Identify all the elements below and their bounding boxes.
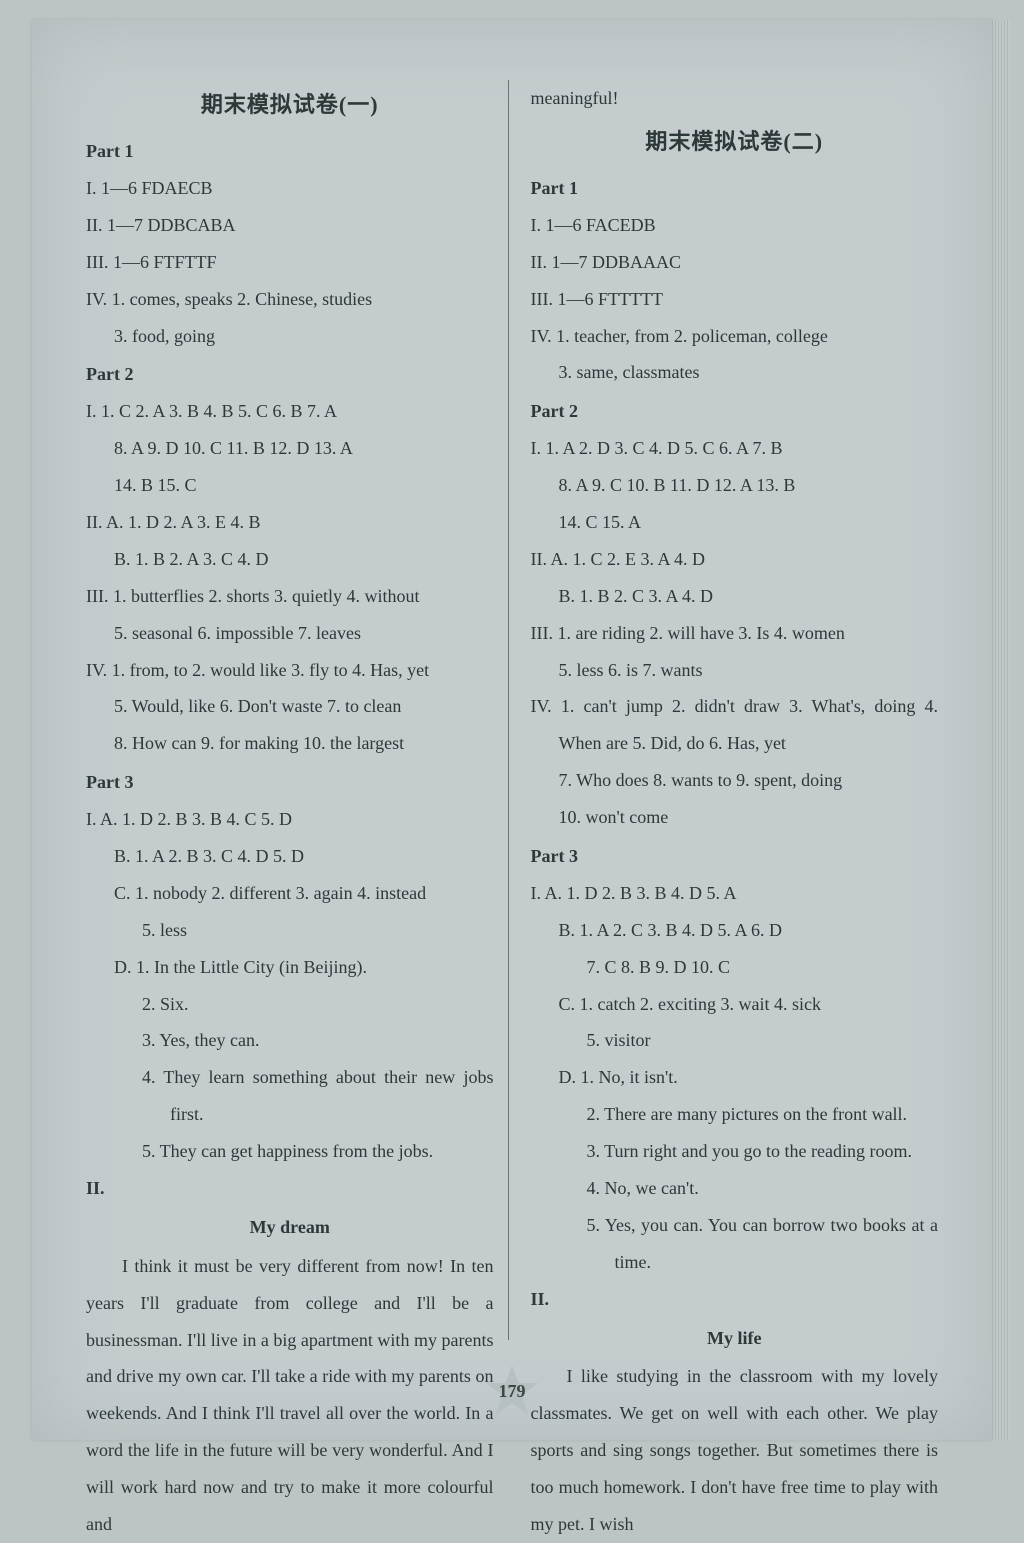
answer-line: 10. won't come — [531, 799, 939, 836]
answer-line: III. 1—6 FTTTTT — [531, 281, 939, 318]
part-label: Part 3 — [531, 838, 939, 875]
part-label: Part 3 — [86, 764, 494, 801]
answer-line: I. 1—6 FACEDB — [531, 207, 939, 244]
answer-line: 5. seasonal 6. impossible 7. leaves — [86, 615, 494, 652]
answer-line: I. A. 1. D 2. B 3. B 4. C 5. D — [86, 801, 494, 838]
right-column: meaningful! 期末模拟试卷(二) Part 1 I. 1—6 FACE… — [509, 80, 953, 1340]
answer-line: B. 1. A 2. B 3. C 4. D 5. D — [86, 838, 494, 875]
section-ii-label: II. — [531, 1281, 939, 1318]
answer-line: III. 1. butterflies 2. shorts 3. quietly… — [86, 578, 494, 615]
section-ii-label: II. — [86, 1170, 494, 1207]
answer-line: C. 1. catch 2. exciting 3. wait 4. sick — [531, 986, 939, 1023]
answer-line: IV. 1. teacher, from 2. policeman, colle… — [531, 318, 939, 355]
essay-title: My life — [531, 1320, 939, 1357]
answer-line: IV. 1. comes, speaks 2. Chinese, studies — [86, 281, 494, 318]
answer-line: B. 1. A 2. C 3. B 4. D 5. A 6. D — [531, 912, 939, 949]
page: 期末模拟试卷(一) Part 1 I. 1—6 FDAECB II. 1—7 D… — [32, 20, 992, 1440]
answer-line: 5. Would, like 6. Don't waste 7. to clea… — [86, 688, 494, 725]
exam-title-2: 期末模拟试卷(二) — [531, 119, 939, 164]
answer-line: 5. They can get happiness from the jobs. — [86, 1133, 494, 1170]
answer-line: 2. There are many pictures on the front … — [531, 1096, 939, 1133]
part-label: Part 2 — [86, 356, 494, 393]
answer-line: C. 1. nobody 2. different 3. again 4. in… — [86, 875, 494, 912]
answer-line: 14. C 15. A — [531, 504, 939, 541]
answer-line: 4. No, we can't. — [531, 1170, 939, 1207]
answer-line: IV. 1. from, to 2. would like 3. fly to … — [86, 652, 494, 689]
answer-line: 8. A 9. C 10. B 11. D 12. A 13. B — [531, 467, 939, 504]
binding-edge — [992, 20, 1010, 1440]
answer-line: B. 1. B 2. A 3. C 4. D — [86, 541, 494, 578]
left-column: 期末模拟试卷(一) Part 1 I. 1—6 FDAECB II. 1—7 D… — [72, 80, 509, 1340]
answer-line: 2. Six. — [86, 986, 494, 1023]
answer-line: 3. food, going — [86, 318, 494, 355]
answer-line: 3. Turn right and you go to the reading … — [531, 1133, 939, 1170]
answer-line: D. 1. No, it isn't. — [531, 1059, 939, 1096]
answer-line: I. A. 1. D 2. B 3. B 4. D 5. A — [531, 875, 939, 912]
part-label: Part 1 — [531, 170, 939, 207]
answer-line: I. 1. A 2. D 3. C 4. D 5. C 6. A 7. B — [531, 430, 939, 467]
answer-line: 5. less 6. is 7. wants — [531, 652, 939, 689]
answer-line: III. 1. are riding 2. will have 3. Is 4.… — [531, 615, 939, 652]
answer-line: III. 1—6 FTFTTF — [86, 244, 494, 281]
answer-line: 14. B 15. C — [86, 467, 494, 504]
roman-label: II. — [86, 1178, 105, 1198]
answer-line: 3. same, classmates — [531, 354, 939, 391]
continuation-line: meaningful! — [531, 80, 939, 117]
part-label: Part 2 — [531, 393, 939, 430]
answer-line: I. 1—6 FDAECB — [86, 170, 494, 207]
answer-line: 4. They learn something about their new … — [86, 1059, 494, 1133]
answer-line: IV. 1. can't jump 2. didn't draw 3. What… — [531, 688, 939, 762]
part-label: Part 1 — [86, 133, 494, 170]
answer-line: I. 1. C 2. A 3. B 4. B 5. C 6. B 7. A — [86, 393, 494, 430]
answer-line: 3. Yes, they can. — [86, 1022, 494, 1059]
star-icon: 179 — [484, 1369, 540, 1417]
answer-line: 8. How can 9. for making 10. the largest — [86, 725, 494, 762]
exam-title-1: 期末模拟试卷(一) — [86, 82, 494, 127]
answer-line: II. 1—7 DDBCABA — [86, 207, 494, 244]
answer-line: 5. Yes, you can. You can borrow two book… — [531, 1207, 939, 1281]
answer-line: 5. visitor — [531, 1022, 939, 1059]
answer-line: II. 1—7 DDBAAAC — [531, 244, 939, 281]
answer-line: B. 1. B 2. C 3. A 4. D — [531, 578, 939, 615]
answer-line: 7. Who does 8. wants to 9. spent, doing — [531, 762, 939, 799]
answer-line: II. A. 1. D 2. A 3. E 4. B — [86, 504, 494, 541]
answer-line: 5. less — [86, 912, 494, 949]
answer-line: D. 1. In the Little City (in Beijing). — [86, 949, 494, 986]
essay-title: My dream — [86, 1209, 494, 1246]
roman-label: II. — [531, 1289, 550, 1309]
page-number-wrap: 179 — [32, 1369, 992, 1422]
two-column-layout: 期末模拟试卷(一) Part 1 I. 1—6 FDAECB II. 1—7 D… — [72, 80, 952, 1340]
answer-line: II. A. 1. C 2. E 3. A 4. D — [531, 541, 939, 578]
answer-line: 8. A 9. D 10. C 11. B 12. D 13. A — [86, 430, 494, 467]
answer-line: 7. C 8. B 9. D 10. C — [531, 949, 939, 986]
page-number: 179 — [484, 1381, 540, 1402]
